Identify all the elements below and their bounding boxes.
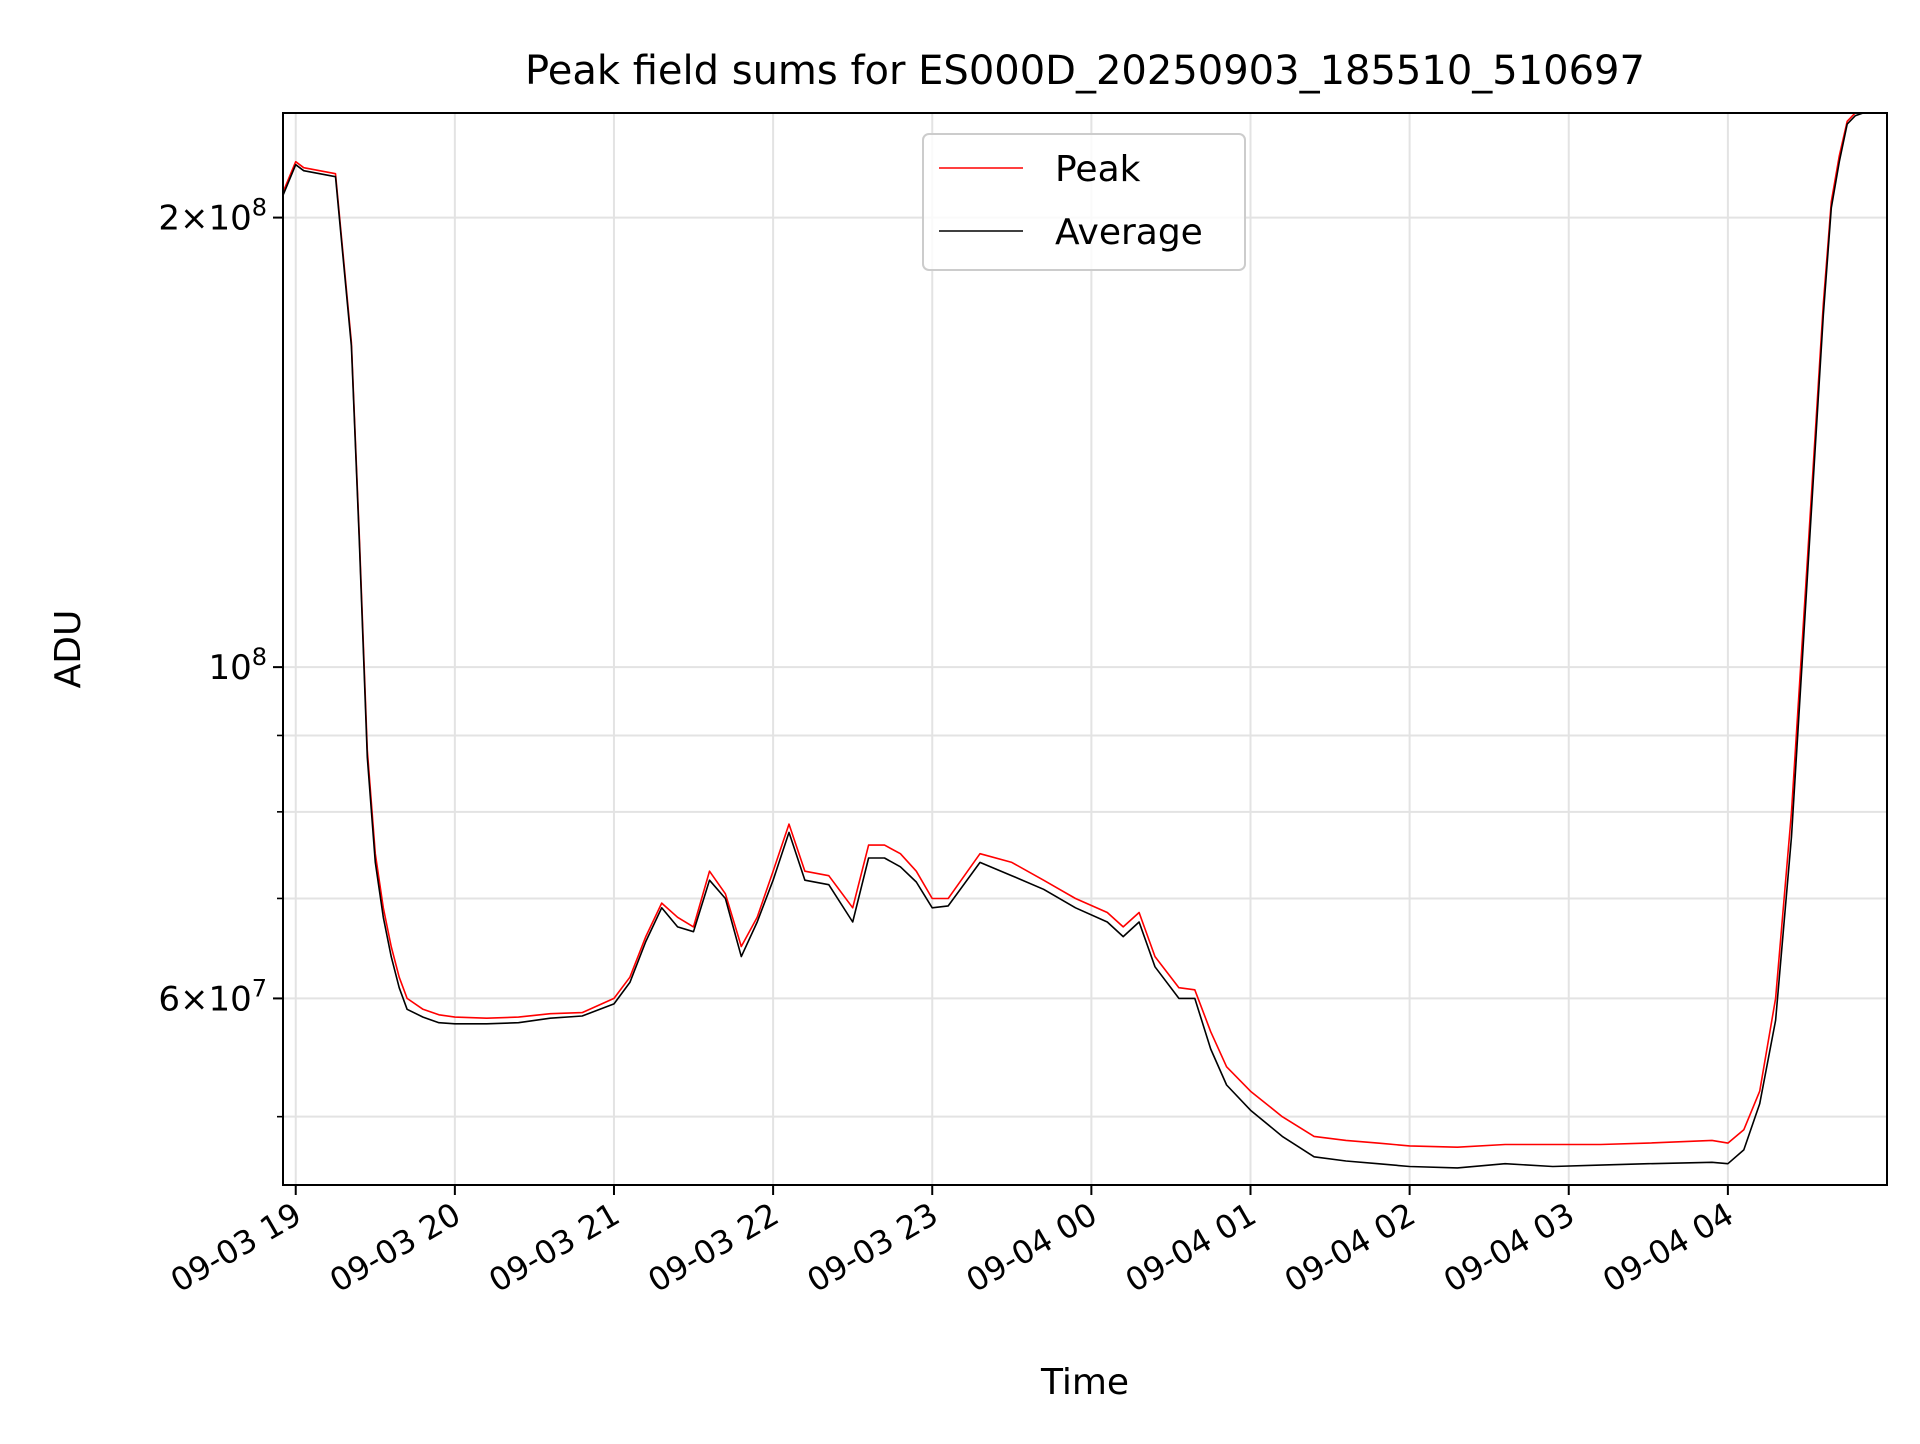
chart-title: Peak field sums for ES000D_20250903_1855…	[525, 48, 1645, 94]
y-tick-label: 2×108	[158, 194, 267, 239]
y-tick-label: 108	[208, 643, 267, 688]
legend-label-peak: Peak	[1055, 149, 1141, 190]
x-axis-label: Time	[1040, 1362, 1129, 1403]
series-line-average	[283, 113, 1877, 1169]
series-line-peak	[283, 113, 1858, 1148]
plot-frame	[282, 112, 1888, 1186]
y-axis-label: ADU	[48, 610, 89, 689]
y-tick-label: 6×107	[158, 974, 267, 1019]
legend-label-average: Average	[1055, 212, 1203, 253]
series-lines	[283, 113, 1877, 1169]
y-axis-ticks: 2×108 108 6×107	[158, 194, 283, 1118]
legend: Peak Average	[922, 133, 1246, 271]
